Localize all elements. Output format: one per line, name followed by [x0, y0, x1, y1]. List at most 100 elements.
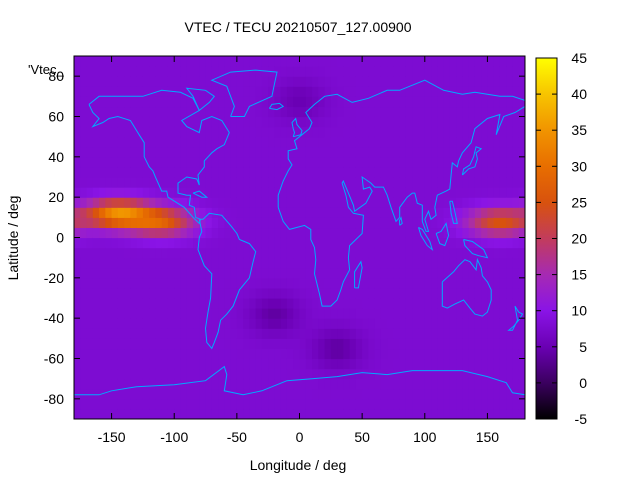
heatmap-cell — [399, 378, 407, 390]
heatmap-cell — [105, 247, 113, 259]
heatmap-cell — [355, 267, 363, 279]
heatmap-cell — [362, 257, 369, 269]
heatmap-cell — [117, 408, 125, 419]
heatmap-cell — [180, 277, 188, 289]
heatmap-cell — [437, 408, 445, 419]
heatmap-cell — [512, 298, 520, 309]
heatmap-cell — [286, 76, 294, 87]
heatmap-cell — [74, 358, 81, 370]
heatmap-cell — [124, 56, 131, 67]
heatmap-cell — [362, 156, 369, 168]
heatmap-cell — [324, 338, 332, 350]
heatmap-cell — [280, 388, 288, 400]
heatmap-cell — [280, 267, 288, 279]
heatmap-cell — [174, 106, 182, 118]
heatmap-cell — [249, 227, 257, 239]
heatmap-cell — [506, 76, 514, 87]
heatmap-cell — [149, 187, 157, 198]
heatmap-cell — [506, 106, 514, 118]
heatmap-cell — [456, 116, 463, 128]
heatmap-cell — [487, 328, 495, 339]
heatmap-cell — [161, 318, 169, 329]
heatmap-cell — [318, 177, 326, 188]
heatmap-cell — [186, 217, 194, 229]
heatmap-cell — [261, 56, 269, 67]
heatmap-cell — [431, 348, 438, 360]
heatmap-cell — [286, 227, 294, 239]
heatmap-cell — [155, 318, 163, 329]
heatmap-cell — [92, 56, 100, 67]
heatmap-cell — [243, 96, 250, 108]
heatmap-cell — [499, 378, 507, 390]
heatmap-cell — [218, 257, 225, 269]
heatmap-cell — [305, 378, 313, 390]
heatmap-cell — [105, 227, 113, 239]
heatmap-cell — [211, 126, 219, 138]
heatmap-cell — [349, 116, 357, 128]
heatmap-cell — [374, 197, 382, 208]
heatmap-cell — [86, 408, 94, 419]
heatmap-cell — [405, 56, 413, 67]
heatmap-cell — [74, 187, 81, 198]
heatmap-cell — [474, 227, 482, 239]
heatmap-cell — [399, 217, 407, 229]
heatmap-cell — [456, 96, 463, 108]
heatmap-cell — [474, 207, 482, 218]
heatmap-cell — [506, 388, 514, 400]
heatmap-cell — [255, 126, 263, 138]
heatmap-cell — [92, 267, 100, 279]
heatmap-cell — [193, 126, 200, 138]
heatmap-cell — [230, 177, 238, 188]
heatmap-cell — [224, 257, 232, 269]
heatmap-cell — [74, 237, 81, 249]
heatmap-cell — [205, 126, 213, 138]
heatmap-cell — [449, 187, 457, 198]
heatmap-cell — [86, 177, 94, 188]
heatmap-cell — [224, 96, 232, 108]
heatmap-cell — [130, 207, 138, 218]
heatmap-cell — [499, 146, 507, 158]
heatmap-cell — [236, 298, 244, 309]
heatmap-cell — [405, 227, 413, 239]
heatmap-cell — [105, 136, 113, 148]
heatmap-cell — [124, 207, 131, 218]
heatmap-cell — [243, 348, 250, 360]
heatmap-cell — [349, 398, 357, 410]
heatmap-cell — [224, 348, 232, 360]
heatmap-cell — [167, 257, 175, 269]
heatmap-cell — [142, 106, 150, 118]
heatmap-cell — [506, 217, 514, 229]
heatmap-cell — [211, 217, 219, 229]
heatmap-cell — [105, 156, 113, 168]
heatmap-cell — [293, 86, 301, 97]
heatmap-cell — [362, 328, 369, 339]
heatmap-cell — [249, 358, 257, 370]
heatmap-cell — [111, 207, 119, 218]
heatmap-cell — [261, 298, 269, 309]
heatmap-cell — [299, 338, 307, 350]
heatmap-cell — [318, 76, 326, 87]
heatmap-cell — [374, 156, 382, 168]
heatmap-cell — [487, 308, 495, 319]
heatmap-cell — [230, 227, 238, 239]
heatmap-cell — [193, 308, 200, 319]
heatmap-cell — [236, 197, 244, 208]
heatmap-cell — [155, 76, 163, 87]
heatmap-cell — [324, 197, 332, 208]
heatmap-cell — [249, 166, 257, 178]
heatmap-cell — [330, 166, 338, 178]
heatmap-cell — [405, 368, 413, 380]
heatmap-cell — [293, 277, 301, 289]
heatmap-cell — [80, 217, 88, 229]
heatmap-cell — [136, 277, 144, 289]
heatmap-cell — [136, 197, 144, 208]
heatmap-cell — [236, 237, 244, 249]
heatmap-cell — [142, 328, 150, 339]
heatmap-cell — [424, 217, 432, 229]
heatmap-cell — [293, 227, 301, 239]
heatmap-cell — [318, 217, 326, 229]
heatmap-cell — [218, 96, 225, 108]
heatmap-cell — [468, 156, 476, 168]
heatmap-cell — [218, 368, 225, 380]
heatmap-cell — [274, 106, 282, 118]
